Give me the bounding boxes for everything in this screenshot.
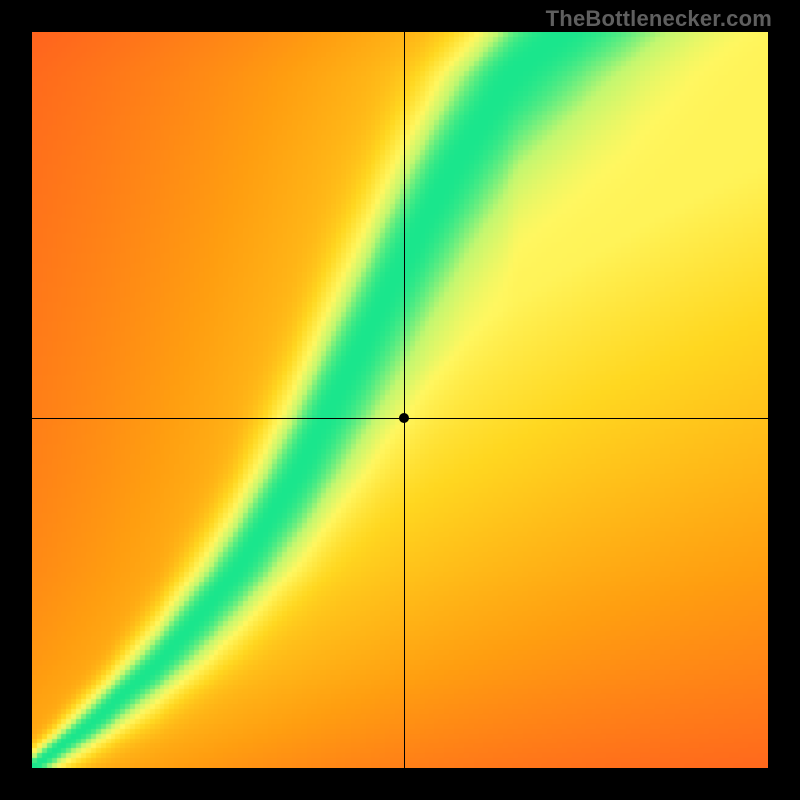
watermark-text: TheBottlenecker.com [546, 6, 772, 32]
plot-area [32, 32, 768, 768]
bottleneck-heatmap [32, 32, 768, 768]
crosshair-marker [399, 413, 409, 423]
crosshair-vertical [404, 32, 405, 768]
